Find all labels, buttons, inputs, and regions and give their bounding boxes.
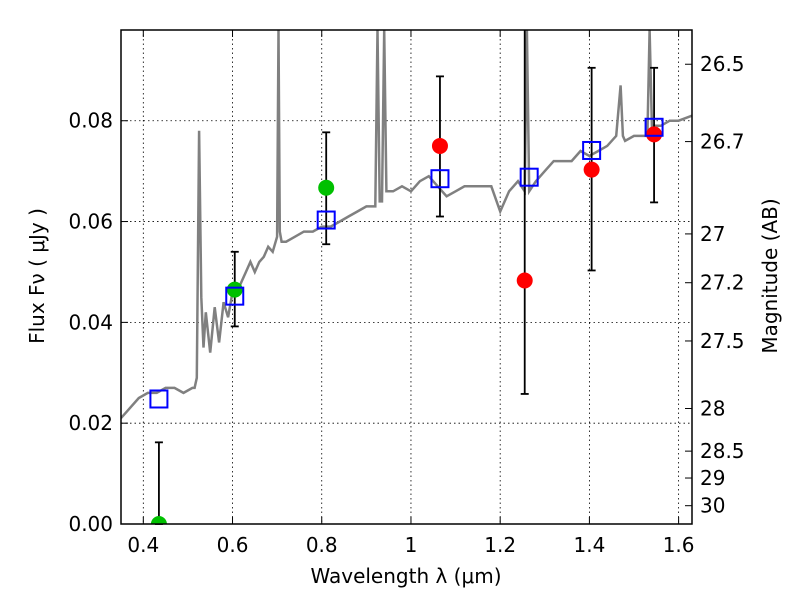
data-point (516, 272, 533, 289)
model-point (582, 140, 602, 160)
x-tick-label: 1.4 (573, 533, 605, 557)
x-axis-ticks: 0.4 0.6 0.8 1 1.2 1.4 1.6 (127, 30, 695, 557)
right-tick-label: 27 (700, 222, 725, 246)
model-point (225, 286, 245, 306)
model-point (149, 389, 169, 409)
model-point (316, 210, 336, 230)
data-point (150, 516, 167, 524)
right-tick-label: 30 (700, 494, 725, 518)
right-tick-label: 28 (700, 397, 725, 421)
x-tick-label: 0.6 (217, 533, 249, 557)
right-tick-label: 29 (700, 466, 725, 490)
model-point (430, 169, 450, 189)
data-point (318, 179, 335, 196)
model-point (519, 167, 539, 187)
right-tick-label: 27.5 (700, 329, 745, 353)
x-axis-label: Wavelength λ (μm) (310, 564, 501, 588)
data-point (226, 281, 243, 298)
right-axis-label: Magnitude (AB) (758, 198, 782, 353)
plot-frame (120, 29, 693, 525)
spectrum-line (121, 30, 692, 419)
y-axis-ticks: 0.00 0.02 0.04 0.06 0.08 (68, 109, 128, 536)
y-tick-label: 0.02 (68, 411, 113, 435)
x-tick-label: 0.8 (306, 533, 338, 557)
error-bars (154, 30, 659, 525)
x-tick-label: 0.4 (127, 533, 159, 557)
x-tick-label: 1 (405, 533, 418, 557)
spectrum-layer (121, 30, 692, 419)
right-tick-label: 26.5 (700, 52, 745, 76)
data-point (431, 137, 448, 154)
y-tick-label: 0.06 (68, 210, 113, 234)
y-axis-label: Flux Fν ( μJy ) (25, 208, 49, 344)
grid-lines (121, 30, 692, 525)
data-point (583, 161, 600, 178)
data-point (646, 126, 663, 143)
right-axis-ticks: 26.5 26.7 27 27.2 27.5 28 28.5 29 30 (685, 52, 745, 518)
right-tick-label: 27.2 (700, 271, 745, 295)
data-points (149, 117, 664, 524)
model-point (644, 117, 664, 137)
y-tick-label: 0.00 (68, 512, 113, 536)
x-tick-label: 1.6 (663, 533, 695, 557)
right-tick-label: 28.5 (700, 439, 745, 463)
x-tick-label: 1.2 (484, 533, 516, 557)
right-tick-label: 26.7 (700, 130, 745, 154)
y-tick-label: 0.08 (68, 109, 113, 133)
y-tick-label: 0.04 (68, 310, 113, 334)
